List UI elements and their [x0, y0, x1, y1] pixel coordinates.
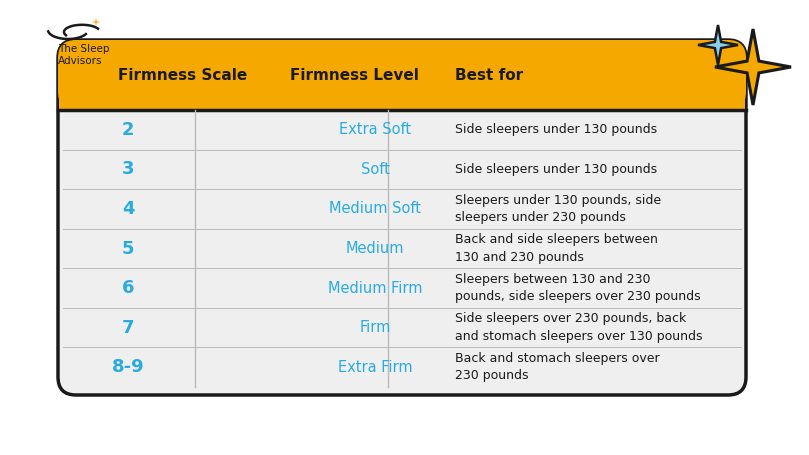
Text: Soft: Soft	[361, 162, 389, 177]
Text: Medium Soft: Medium Soft	[329, 202, 421, 217]
Text: 6: 6	[121, 279, 134, 297]
Text: Firm: Firm	[359, 320, 391, 335]
Text: 3: 3	[121, 160, 134, 178]
Text: Side sleepers under 130 pounds: Side sleepers under 130 pounds	[455, 163, 657, 176]
Polygon shape	[698, 25, 738, 65]
Text: Extra Soft: Extra Soft	[339, 122, 411, 137]
Text: 7: 7	[121, 318, 134, 337]
Text: Medium: Medium	[345, 241, 404, 256]
Text: 2: 2	[121, 121, 134, 139]
FancyBboxPatch shape	[58, 40, 746, 395]
Text: Best for: Best for	[455, 67, 523, 82]
Text: Back and stomach sleepers over
230 pounds: Back and stomach sleepers over 230 pound…	[455, 352, 659, 383]
Polygon shape	[715, 29, 791, 105]
Polygon shape	[91, 17, 100, 26]
Text: Back and side sleepers between
130 and 230 pounds: Back and side sleepers between 130 and 2…	[455, 233, 658, 264]
Text: Sleepers between 130 and 230
pounds, side sleepers over 230 pounds: Sleepers between 130 and 230 pounds, sid…	[455, 273, 701, 303]
Text: Medium Firm: Medium Firm	[328, 281, 422, 296]
Text: Extra Firm: Extra Firm	[337, 360, 413, 375]
Text: Firmness Level: Firmness Level	[290, 67, 419, 82]
FancyBboxPatch shape	[58, 40, 746, 110]
Text: Sleepers under 130 pounds, side
sleepers under 230 pounds: Sleepers under 130 pounds, side sleepers…	[455, 194, 661, 224]
Bar	[59, 75, 745, 110]
Text: 4: 4	[121, 200, 134, 218]
Text: Firmness Scale: Firmness Scale	[118, 67, 248, 82]
Text: Side sleepers over 230 pounds, back
and stomach sleepers over 130 pounds: Side sleepers over 230 pounds, back and …	[455, 313, 702, 343]
Text: 8-9: 8-9	[112, 358, 144, 376]
Text: The Sleep
Advisors: The Sleep Advisors	[58, 44, 109, 66]
Text: 5: 5	[121, 239, 134, 258]
Text: Side sleepers under 130 pounds: Side sleepers under 130 pounds	[455, 123, 657, 136]
